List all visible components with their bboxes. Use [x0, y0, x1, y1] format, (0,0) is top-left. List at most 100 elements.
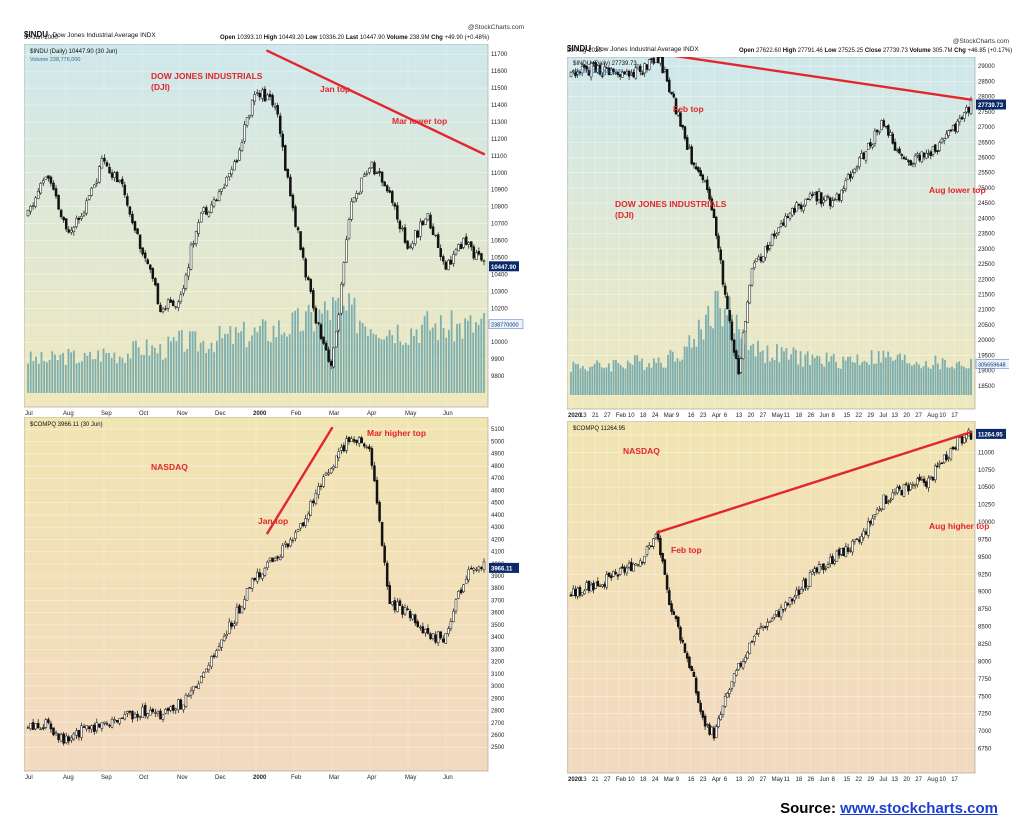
candle-body — [878, 509, 881, 511]
volume-bar — [437, 340, 440, 393]
candle-body — [312, 500, 315, 504]
volume-bar — [861, 361, 864, 395]
candle-body — [388, 190, 391, 193]
candle-body — [452, 611, 455, 623]
candle-body — [271, 557, 274, 563]
candle-body — [296, 529, 300, 532]
candle-body — [752, 262, 756, 268]
candle-body — [431, 226, 435, 236]
x-tick-label: Apr — [712, 413, 721, 419]
candle-body — [708, 188, 711, 200]
candle-body — [378, 501, 381, 522]
candle-body — [133, 221, 137, 231]
volume-bar — [854, 362, 856, 395]
volume-bar — [394, 343, 396, 393]
volume-bar — [593, 363, 596, 395]
candle-body — [824, 568, 827, 570]
candle-body — [744, 321, 747, 333]
volume-bar — [657, 357, 660, 395]
candle-body — [391, 191, 394, 203]
legend-entry: $INDU (Daily) 10447.90 (30 Jun) — [30, 49, 117, 55]
x-tick-label: Mar — [329, 411, 339, 417]
candle-body — [806, 198, 810, 200]
candle-body — [250, 578, 254, 589]
candle-body — [692, 671, 696, 677]
candle-body — [289, 539, 292, 547]
candle-body — [34, 723, 37, 730]
stat-low: 10336.20 — [319, 35, 345, 41]
volume-bar — [240, 331, 243, 393]
x-tick-label: 8 — [831, 413, 835, 419]
volume-bar — [251, 335, 253, 393]
candle-body — [945, 454, 948, 461]
candle-body — [790, 208, 794, 216]
stat-open: 27622.60 — [756, 48, 782, 54]
volume-bar — [275, 337, 278, 393]
candle-body — [797, 589, 801, 595]
candle-body — [634, 563, 638, 566]
candle-body — [207, 211, 211, 217]
candle-body — [786, 216, 790, 219]
candle-body — [616, 574, 620, 577]
volume-bar — [118, 356, 121, 393]
volume-bar — [105, 353, 108, 393]
y-tick-label: 3800 — [491, 586, 505, 592]
volume-bar — [757, 340, 759, 395]
candle-body — [815, 191, 819, 202]
x-tick-label: 2000 — [253, 775, 267, 781]
y-tick-label: 4700 — [491, 476, 505, 482]
y-tick-label: 7750 — [978, 677, 992, 683]
candle-body — [822, 199, 825, 203]
y-tick-label: 27000 — [978, 125, 995, 131]
candle-body — [951, 125, 955, 131]
volume-bar — [267, 340, 270, 393]
candle-body — [184, 274, 188, 289]
volume-bar — [124, 363, 127, 393]
candle-body — [878, 130, 881, 133]
volume-bar — [709, 325, 712, 395]
volume-bar — [932, 364, 935, 395]
stat-last: 10447.90 — [359, 35, 385, 41]
y-tick-label: 4200 — [491, 537, 505, 543]
x-tick-label: 27 — [915, 413, 922, 419]
candle-body — [750, 641, 754, 643]
candle-body — [169, 706, 172, 711]
volume-bar — [318, 309, 321, 393]
volume-bar — [669, 349, 672, 395]
x-tick-label: 20 — [903, 777, 910, 783]
x-tick-label: 17 — [951, 413, 958, 419]
candle-body — [370, 448, 374, 466]
candle-body — [920, 479, 924, 481]
volume-bar — [423, 315, 426, 393]
candle-body — [210, 656, 213, 667]
candle-body — [623, 567, 626, 573]
chart-title: NASDAQ — [623, 446, 660, 456]
x-tick-label: 27 — [760, 413, 767, 419]
volume-bar — [385, 336, 388, 393]
candle-body — [373, 465, 376, 482]
candle-body — [108, 166, 111, 174]
candle-body — [811, 194, 814, 196]
volume-bar — [752, 343, 755, 395]
volume-bar — [707, 305, 710, 395]
candle-body — [627, 70, 631, 77]
x-tick-label: 9 — [676, 777, 680, 783]
volume-bar — [40, 352, 43, 393]
candle-body — [804, 578, 807, 588]
candle-body — [110, 719, 114, 728]
candle-body — [623, 71, 626, 75]
volume-bar — [652, 358, 655, 395]
y-tick-label: 18500 — [978, 384, 995, 390]
candle-body — [929, 475, 933, 478]
volume-bar — [43, 361, 46, 393]
volume-bar — [188, 331, 191, 393]
volume-bar — [186, 349, 189, 393]
y-tick-label: 10250 — [978, 503, 995, 509]
candle-body — [413, 614, 417, 624]
candle-body — [383, 545, 386, 563]
candle-body — [679, 627, 682, 641]
volume-bar — [218, 325, 221, 393]
y-tick-label: 8250 — [978, 642, 992, 648]
source-link[interactable]: www.stockcharts.com — [840, 800, 998, 817]
volume-bar — [894, 359, 897, 395]
